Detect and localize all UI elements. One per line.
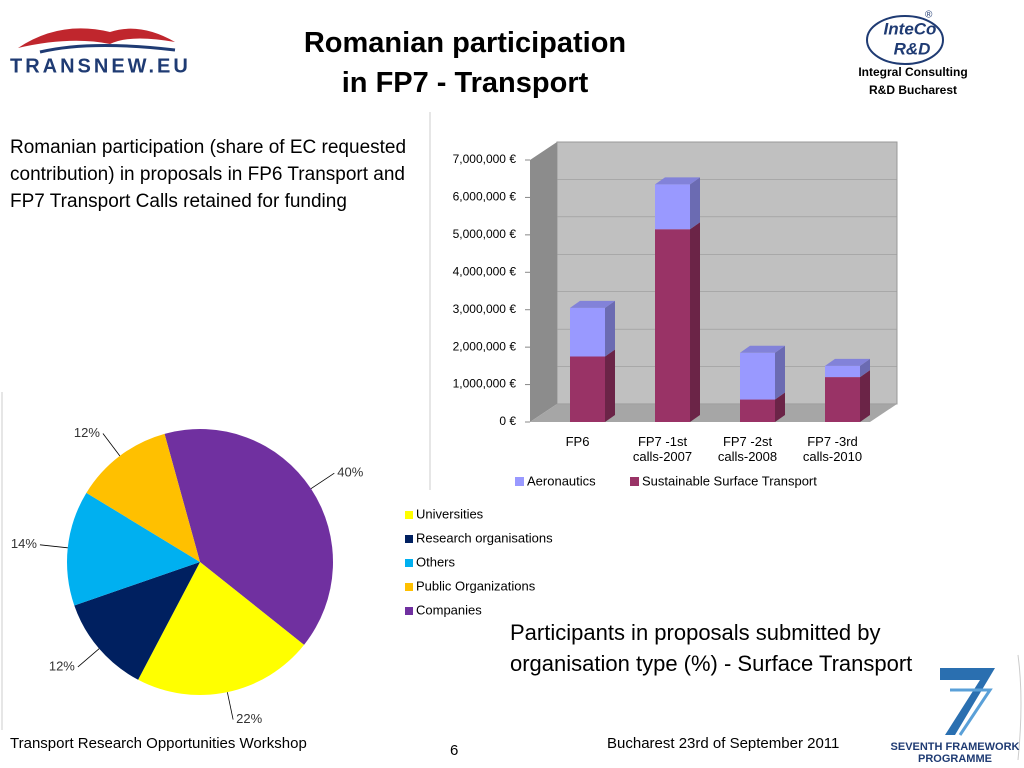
y-tick-label: 1,000,000 €: [453, 377, 517, 391]
leader-line: [310, 472, 335, 489]
pie-slice: [164, 429, 333, 645]
x-tick-label: FP7 -3rd calls-2010: [802, 434, 863, 464]
leader-line: [39, 544, 68, 549]
side-wall: [530, 142, 557, 422]
bar-top: [570, 300, 615, 308]
floor: [530, 404, 897, 422]
data-label: 22%: [236, 711, 262, 726]
bar-segment: [570, 356, 605, 422]
legend-label: Companies: [416, 602, 482, 617]
pie-slice: [74, 562, 200, 680]
y-tick-label: 0 €: [499, 414, 516, 428]
pie-slice: [67, 492, 200, 606]
bar-side: [775, 392, 785, 422]
logo-text: InteCo: [884, 19, 937, 38]
bar-segment: [740, 399, 775, 422]
y-tick-label: 3,000,000 €: [453, 302, 517, 316]
bar-segment: [570, 307, 605, 357]
title: in FP7 - Transport: [341, 67, 589, 99]
data-label: 40%: [337, 465, 363, 480]
data-label: 14%: [11, 536, 37, 551]
bar-top: [655, 177, 700, 185]
legend-swatch: [405, 559, 413, 567]
x-tick-label: FP7 -1st calls-2007: [632, 434, 693, 464]
bar-top: [825, 358, 870, 366]
logo-text: SEVENTH FRAMEWORK: [891, 741, 1020, 753]
logo-text: PROGRAMME: [918, 753, 992, 765]
bar-side: [605, 300, 615, 357]
bar-side: [775, 345, 785, 400]
y-tick-label: 4,000,000 €: [453, 264, 517, 278]
footer-left: Transport Research Opportunities Worksho…: [10, 735, 307, 752]
title: Romanian participation: [303, 27, 627, 59]
legend-swatch: [405, 511, 413, 519]
pie-slice: [138, 562, 305, 695]
transnew-logo: TRANSNEW.EU: [10, 28, 191, 77]
fp7-logo: SEVENTH FRAMEWORK PROGRAMME: [891, 654, 1022, 765]
x-tick-label: FP7 -2st calls-2008: [717, 434, 778, 464]
bar-side: [860, 358, 870, 378]
bar-segment: [825, 365, 860, 378]
pie-caption: Participants in proposals submitted by o…: [510, 620, 913, 676]
leader-line: [77, 648, 100, 668]
legend-label: Research organisations: [416, 530, 553, 545]
legend-swatch: [515, 477, 524, 486]
inteco-logo: InteCo R&D ® Integral Consulting R&D Buc…: [858, 10, 967, 98]
legend-label: Universities: [416, 506, 484, 521]
page-number: 6: [450, 742, 459, 759]
pie-slice: [86, 433, 200, 562]
x-tick-label: FP6: [565, 434, 590, 449]
bar-side: [860, 370, 870, 422]
bar-segment: [825, 377, 860, 422]
org-name: R&D Bucharest: [869, 83, 957, 97]
legend-swatch: [405, 583, 413, 591]
description: Romanian participation (share of EC requ…: [10, 137, 407, 212]
leader-line: [102, 433, 121, 457]
bar-segment: [740, 352, 775, 400]
bar-side: [690, 222, 700, 422]
registered: ®: [925, 10, 933, 21]
legend-label: Others: [416, 554, 456, 569]
y-tick-label: 5,000,000 €: [453, 227, 517, 241]
data-label: 12%: [74, 425, 100, 440]
y-tick-label: 2,000,000 €: [453, 339, 517, 353]
legend-label: Public Organizations: [416, 578, 536, 593]
legend-swatch: [630, 477, 639, 486]
logo-text: TRANSNEW.EU: [10, 55, 191, 77]
y-tick-label: 7,000,000 €: [453, 152, 517, 166]
bar-segment: [655, 229, 690, 422]
y-tick-label: 6,000,000 €: [453, 190, 517, 204]
bar-segment: [655, 184, 690, 230]
bar-side: [605, 349, 615, 422]
footer-right: Bucharest 23rd of September 2011: [607, 735, 840, 752]
leader-line: [226, 692, 234, 720]
legend-swatch: [405, 535, 413, 543]
logo-text: R&D: [894, 39, 931, 58]
bar-side: [690, 177, 700, 230]
data-label: 12%: [49, 658, 75, 673]
legend-swatch: [405, 607, 413, 615]
org-name: Integral Consulting: [858, 65, 967, 79]
bar-top: [740, 345, 785, 353]
legend-label: Aeronautics: [527, 473, 596, 488]
legend-label: Sustainable Surface Transport: [642, 473, 817, 488]
